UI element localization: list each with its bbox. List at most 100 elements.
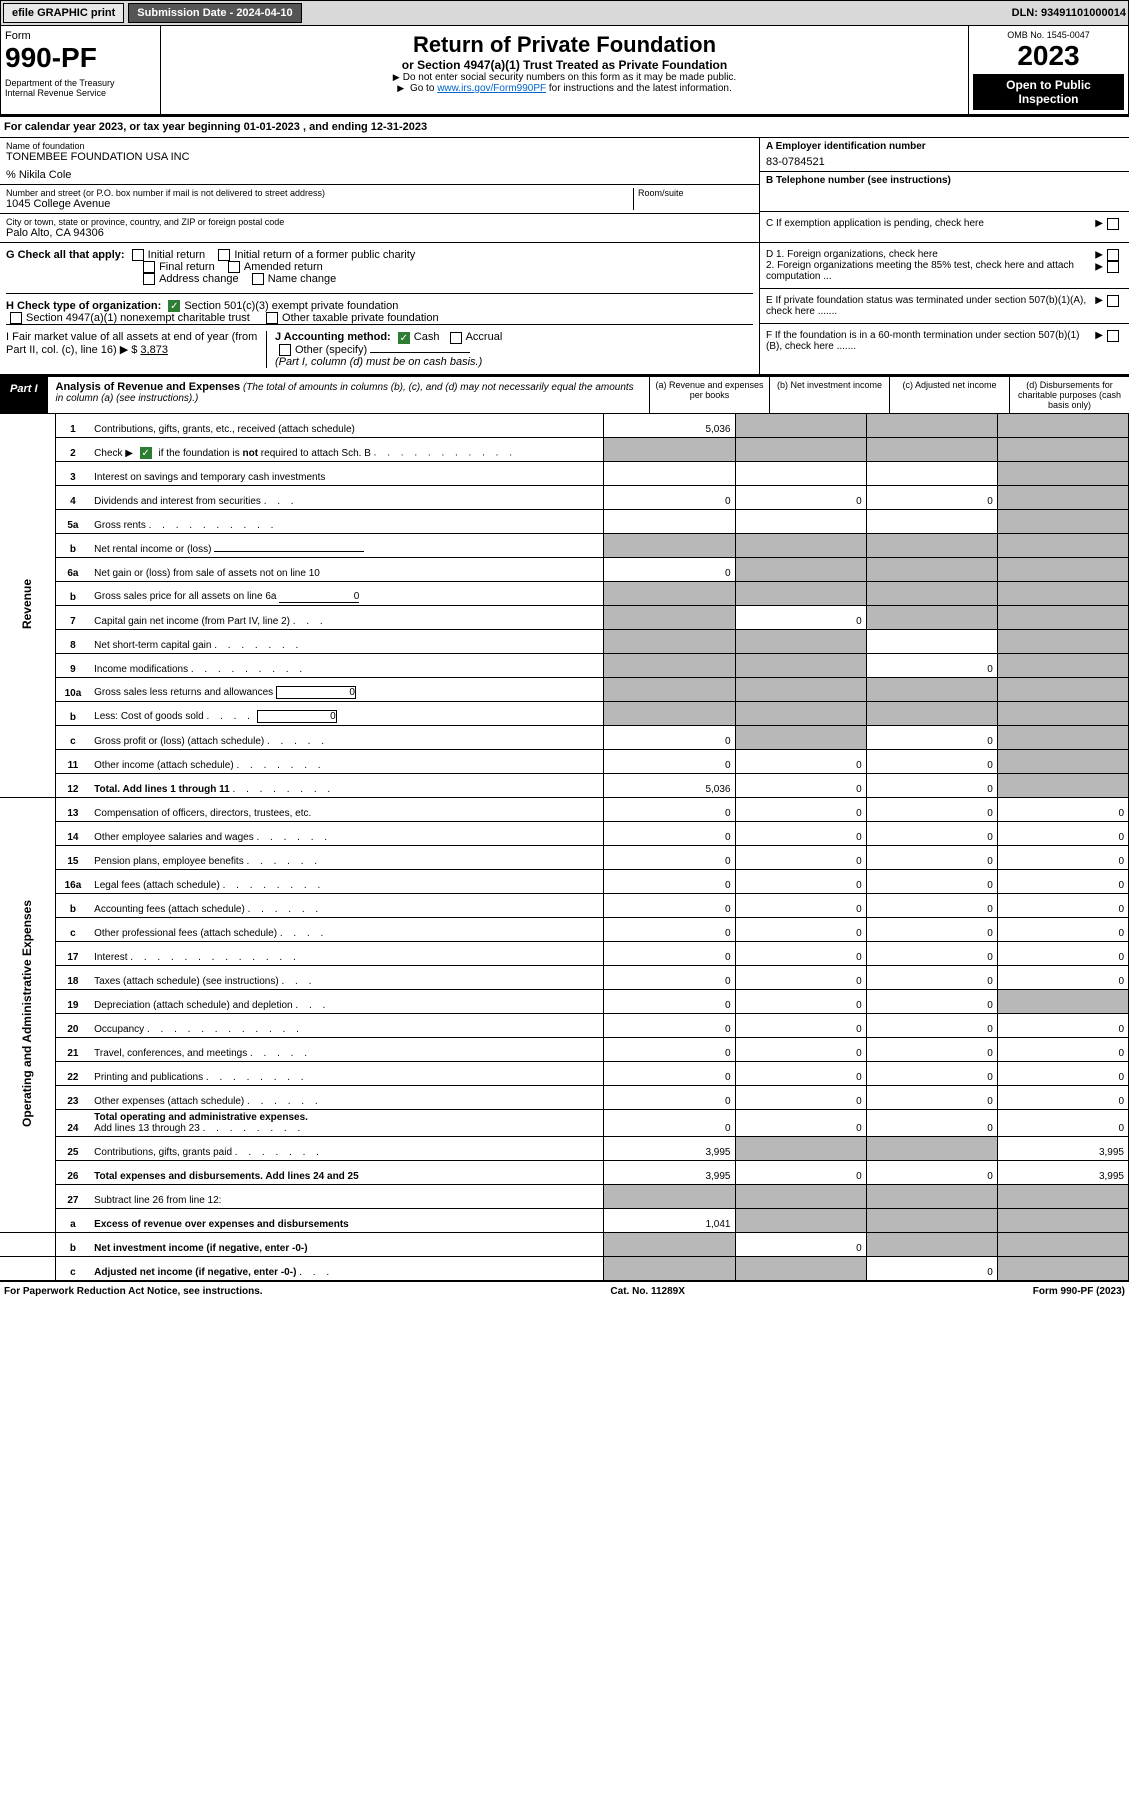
g-label: G Check all that apply: [6,249,125,261]
street-address: 1045 College Avenue [6,198,633,210]
col-d-header: (d) Disbursements for charitable purpose… [1009,377,1129,413]
foundation-name: TONEMBEE FOUNDATION USA INC [6,151,753,163]
form-title: Return of Private Foundation [167,32,962,58]
d1-label: D 1. Foreign organizations, check here [766,249,938,260]
e-checkbox[interactable] [1107,295,1119,307]
501c3-checkbox[interactable] [168,300,180,312]
revenue-label: Revenue [20,579,34,629]
row-1-desc: Contributions, gifts, grants, etc., rece… [90,414,604,438]
col-c-header: (c) Adjusted net income [889,377,1009,413]
efile-button[interactable]: efile GRAPHIC print [3,3,124,23]
row-19-desc: Depreciation (attach schedule) and deple… [94,1000,292,1011]
note-1: Do not enter social security numbers on … [167,72,962,83]
omb-label: OMB No. 1545-0047 [973,30,1124,40]
part1-table: Revenue 1Contributions, gifts, grants, e… [0,414,1129,1282]
row-18-desc: Taxes (attach schedule) (see instruction… [94,976,279,987]
j-label: J Accounting method: [275,331,391,343]
d2-checkbox[interactable] [1107,261,1119,273]
dept-label: Department of the Treasury [5,78,156,88]
dln-label: DLN: 93491101000014 [1012,7,1126,19]
row-10c-desc: Gross profit or (loss) (attach schedule) [94,736,264,747]
exemption-pending-label: C If exemption application is pending, c… [766,218,1095,229]
other-taxable-label: Other taxable private foundation [282,312,439,324]
open-inspection: Open to Public Inspection [973,74,1124,110]
final-return-checkbox[interactable] [143,261,155,273]
exemption-checkbox[interactable] [1107,218,1119,230]
footer-left: For Paperwork Reduction Act Notice, see … [4,1286,263,1297]
address-change-checkbox[interactable] [143,273,155,285]
row-24b-desc: Add lines 13 through 23 [94,1123,200,1134]
submission-button[interactable]: Submission Date - 2024-04-10 [128,3,301,23]
d2-label: 2. Foreign organizations meeting the 85%… [766,260,1074,282]
row-27a-val: 1,041 [604,1209,735,1233]
row-4-desc: Dividends and interest from securities [94,496,261,507]
row-27-desc: Subtract line 26 from line 12: [90,1185,604,1209]
row-10a-desc: Gross sales less returns and allowances [94,687,273,698]
final-label: Final return [159,261,215,273]
row-6b-desc: Gross sales price for all assets on line… [94,591,276,602]
phone-label: B Telephone number (see instructions) [766,175,951,186]
row-27b-desc: Net investment income (if negative, ente… [94,1243,307,1254]
amended-checkbox[interactable] [228,261,240,273]
part1-title: Analysis of Revenue and Expenses [56,381,241,393]
row-12-a: 5,036 [604,774,735,798]
row-8-desc: Net short-term capital gain [94,640,211,651]
other-method-checkbox[interactable] [279,344,291,356]
4947-checkbox[interactable] [10,312,22,324]
row-2-desc: Check ▶ if the foundation is not require… [94,448,371,459]
row-7-desc: Capital gain net income (from Part IV, l… [94,616,290,627]
address-label: Address change [159,273,239,285]
row-16a-desc: Legal fees (attach schedule) [94,880,220,891]
operating-label: Operating and Administrative Expenses [20,900,34,1127]
ein-label: A Employer identification number [766,141,926,152]
row-24-desc: Total operating and administrative expen… [94,1112,308,1123]
amended-label: Amended return [244,261,323,273]
initial-former-checkbox[interactable] [218,249,230,261]
accrual-checkbox[interactable] [450,332,462,344]
row-14-desc: Other employee salaries and wages [94,832,254,843]
row-23-desc: Other expenses (attach schedule) [94,1096,244,1107]
row-26-a: 3,995 [604,1161,735,1185]
initial-former-label: Initial return of a former public charit… [234,249,415,261]
room-label: Room/suite [638,188,753,198]
form-number: 990-PF [5,42,156,74]
note2-post: for instructions and the latest informat… [549,83,732,94]
initial-return-checkbox[interactable] [132,249,144,261]
other-method-label: Other (specify) [295,344,367,356]
f-checkbox[interactable] [1107,330,1119,342]
row-25-desc: Contributions, gifts, grants paid [94,1147,232,1158]
row-9-desc: Income modifications [94,664,188,675]
part1-tag: Part I [0,377,48,413]
row-5b-desc: Net rental income or (loss) [94,544,211,555]
name-change-label: Name change [268,273,337,285]
row-27c-desc: Adjusted net income (if negative, enter … [94,1267,296,1278]
note2-pre: Go to [410,83,437,94]
4947-label: Section 4947(a)(1) nonexempt charitable … [26,312,250,324]
row-25-d: 3,995 [997,1137,1128,1161]
calendar-year-row: For calendar year 2023, or tax year begi… [0,116,1129,138]
cash-checkbox[interactable] [398,332,410,344]
e-label: E If private foundation status was termi… [766,295,1095,317]
row-1-a: 5,036 [604,414,735,438]
note-2: Go to www.irs.gov/Form990PF for instruct… [167,83,962,94]
row-11-desc: Other income (attach schedule) [94,760,234,771]
row-10b-desc: Less: Cost of goods sold [94,711,204,722]
row-16c-desc: Other professional fees (attach schedule… [94,928,277,939]
form990pf-link[interactable]: www.irs.gov/Form990PF [437,83,546,94]
schb-checkbox[interactable] [140,447,152,459]
other-taxable-checkbox[interactable] [266,312,278,324]
row-22-desc: Printing and publications [94,1072,203,1083]
street-label: Number and street (or P.O. box number if… [6,188,633,198]
footer-mid: Cat. No. 11289X [610,1286,684,1297]
city-value: Palo Alto, CA 94306 [6,227,753,239]
part1-header: Part I Analysis of Revenue and Expenses … [0,375,1129,414]
footer-right: Form 990-PF (2023) [1033,1286,1125,1297]
row-13-desc: Compensation of officers, directors, tru… [90,798,604,822]
fmv-value: 3,873 [140,344,168,356]
row-5a-desc: Gross rents [94,520,146,531]
name-change-checkbox[interactable] [252,273,264,285]
ein-value: 83-0784521 [766,156,1123,168]
row-20-desc: Occupancy [94,1024,144,1035]
d1-checkbox[interactable] [1107,249,1119,261]
i-label: I Fair market value of all assets at end… [6,331,257,356]
